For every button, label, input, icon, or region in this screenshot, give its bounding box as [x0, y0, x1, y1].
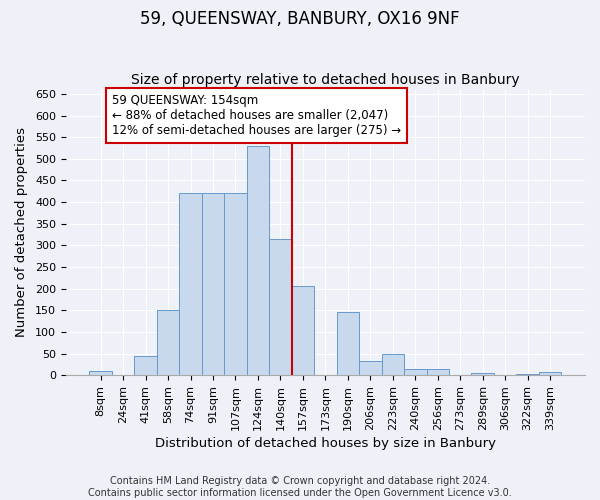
Title: Size of property relative to detached houses in Banbury: Size of property relative to detached ho… — [131, 73, 520, 87]
Bar — [89, 371, 112, 375]
Text: Contains HM Land Registry data © Crown copyright and database right 2024.
Contai: Contains HM Land Registry data © Crown c… — [88, 476, 512, 498]
Bar — [134, 356, 157, 375]
Bar — [269, 239, 292, 375]
Bar — [202, 194, 224, 375]
Bar — [247, 146, 269, 375]
X-axis label: Distribution of detached houses by size in Banbury: Distribution of detached houses by size … — [155, 437, 496, 450]
Bar — [337, 312, 359, 375]
Bar — [539, 372, 562, 375]
Bar — [382, 354, 404, 375]
Text: 59 QUEENSWAY: 154sqm
← 88% of detached houses are smaller (2,047)
12% of semi-de: 59 QUEENSWAY: 154sqm ← 88% of detached h… — [112, 94, 401, 137]
Bar — [157, 310, 179, 375]
Bar — [359, 361, 382, 375]
Bar — [472, 373, 494, 375]
Bar — [224, 194, 247, 375]
Bar — [427, 368, 449, 375]
Bar — [179, 194, 202, 375]
Bar — [292, 286, 314, 375]
Bar — [517, 374, 539, 375]
Text: 59, QUEENSWAY, BANBURY, OX16 9NF: 59, QUEENSWAY, BANBURY, OX16 9NF — [140, 10, 460, 28]
Y-axis label: Number of detached properties: Number of detached properties — [15, 128, 28, 338]
Bar — [404, 368, 427, 375]
